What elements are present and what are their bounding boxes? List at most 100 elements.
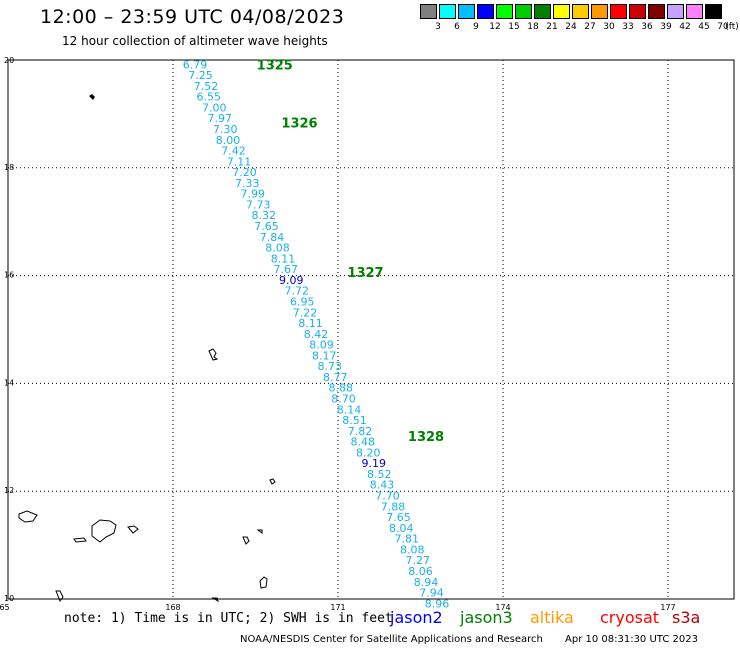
wave-height-label: 8.32 (252, 209, 277, 222)
wave-height-label: 7.52 (194, 80, 219, 93)
wave-height-label: 8.42 (304, 328, 329, 341)
legend-swatch (496, 4, 513, 19)
wave-height-label: 8.77 (323, 371, 348, 384)
wave-height-label: 7.30 (213, 123, 238, 136)
legend-label: 21 (546, 22, 558, 32)
pass-number-label: 1327 (347, 266, 383, 281)
altimeter-track: 6.797.257.526.557.007.977.308.007.427.11… (183, 58, 450, 610)
legend-label: 12 (489, 22, 501, 32)
wave-height-label: 8.52 (367, 468, 392, 481)
wave-height-label: 8.20 (356, 446, 381, 459)
credit-line: NOAA/NESDIS Center for Satellite Applica… (240, 634, 543, 645)
legend-swatch (705, 4, 722, 19)
islands (18, 94, 276, 603)
legend-label: 9 (473, 22, 479, 32)
lat-tick-label: 14 (4, 378, 14, 387)
wave-height-label: 8.51 (342, 414, 367, 427)
island-8 (242, 536, 250, 545)
wave-height-label: 7.99 (241, 188, 266, 201)
island-3 (269, 478, 276, 485)
wave-height-label: 7.11 (227, 155, 252, 168)
wave-height-label: 7.25 (188, 69, 213, 82)
wave-height-label: 9.09 (279, 274, 304, 287)
wave-height-label: 8.70 (331, 392, 356, 405)
legend-swatch (629, 4, 646, 19)
legend-swatch (477, 4, 494, 19)
legend-swatch (534, 4, 551, 19)
wave-height-label: 8.08 (400, 543, 425, 556)
wave-height-label: 8.04 (389, 522, 414, 535)
legend-unit: (ft) (725, 22, 739, 32)
legend-swatch (439, 4, 456, 19)
legend-label: 3 (435, 22, 441, 32)
wave-height-label: 8.73 (318, 360, 343, 373)
legend-label: 27 (584, 22, 596, 32)
legend-label: 18 (527, 22, 539, 32)
wave-height-label: 7.22 (293, 306, 318, 319)
legend-label: 70 (717, 22, 729, 32)
pass-number-label: 1328 (408, 430, 444, 445)
axis-labels: 165 168 171 174 177 20 18 16 14 12 10 (0, 56, 676, 612)
legend-swatch (667, 4, 684, 19)
wave-height-label: 8.00 (216, 134, 241, 147)
wave-height-label: 7.20 (232, 166, 257, 179)
legend-swatch (515, 4, 532, 19)
wave-height-label: 7.73 (246, 198, 271, 211)
lat-tick-label: 18 (4, 163, 14, 172)
lon-tick-label: 177 (660, 603, 675, 612)
wave-height-label: 8.11 (271, 252, 296, 265)
island-5 (91, 519, 117, 543)
island-11 (55, 590, 64, 603)
island-12 (211, 597, 219, 603)
legend-label: 6 (454, 22, 460, 32)
island-2 (208, 348, 219, 361)
legend-label: 33 (622, 22, 634, 32)
island-1 (89, 94, 95, 100)
lat-tick-label: 12 (4, 486, 14, 495)
satellite-name: jason3 (460, 608, 513, 627)
lat-tick-label: 20 (4, 56, 14, 65)
pass-number-label: 1325 (257, 58, 293, 73)
satellite-name: jason2 (390, 608, 443, 627)
island-6 (73, 537, 87, 543)
chart-subtitle: 12 hour collection of altimeter wave hei… (62, 34, 328, 48)
legend-label: 45 (698, 22, 710, 32)
wave-height-label: 7.33 (235, 177, 260, 190)
legend-label: 24 (565, 22, 577, 32)
generated-timestamp: Apr 10 08:31:30 UTC 2023 (565, 634, 698, 645)
island-9 (256, 529, 263, 534)
satellite-name: cryosat (600, 608, 660, 627)
wave-height-label: 7.00 (202, 101, 227, 114)
wave-height-label: 7.97 (208, 112, 233, 125)
wave-height-label: 7.72 (285, 285, 310, 298)
wave-height-label: 8.94 (414, 576, 439, 589)
lon-tick-label: 165 (0, 603, 10, 612)
wave-height-label: 7.84 (260, 231, 285, 244)
wave-height-label: 7.67 (274, 263, 299, 276)
pass-labels: 1325 1326 1327 1328 (257, 58, 444, 445)
wave-height-label: 7.88 (381, 500, 406, 513)
wave-height-label: 7.65 (386, 511, 411, 524)
legend-label: 30 (603, 22, 615, 32)
lon-tick-label: 174 (495, 603, 510, 612)
wave-height-label: 8.08 (265, 242, 290, 255)
wave-height-label: 8.11 (298, 317, 323, 330)
wave-height-label: 7.70 (375, 490, 400, 503)
wave-height-label: 8.48 (351, 436, 376, 449)
lat-tick-label: 10 (4, 594, 14, 603)
wave-height-label: 8.06 (408, 565, 433, 578)
legend-swatch (458, 4, 475, 19)
island-4 (18, 510, 38, 523)
lon-tick-label: 171 (330, 603, 345, 612)
legend-swatch (591, 4, 608, 19)
legend-swatch (648, 4, 665, 19)
wave-height-label: 6.55 (197, 91, 222, 104)
legend-swatch (610, 4, 627, 19)
wave-height-label: 6.79 (183, 58, 208, 71)
lon-tick-label: 168 (165, 603, 180, 612)
wave-height-label: 7.65 (254, 220, 279, 233)
pass-number-label: 1326 (281, 117, 317, 132)
legend-label: 36 (641, 22, 653, 32)
island-10 (259, 576, 268, 589)
